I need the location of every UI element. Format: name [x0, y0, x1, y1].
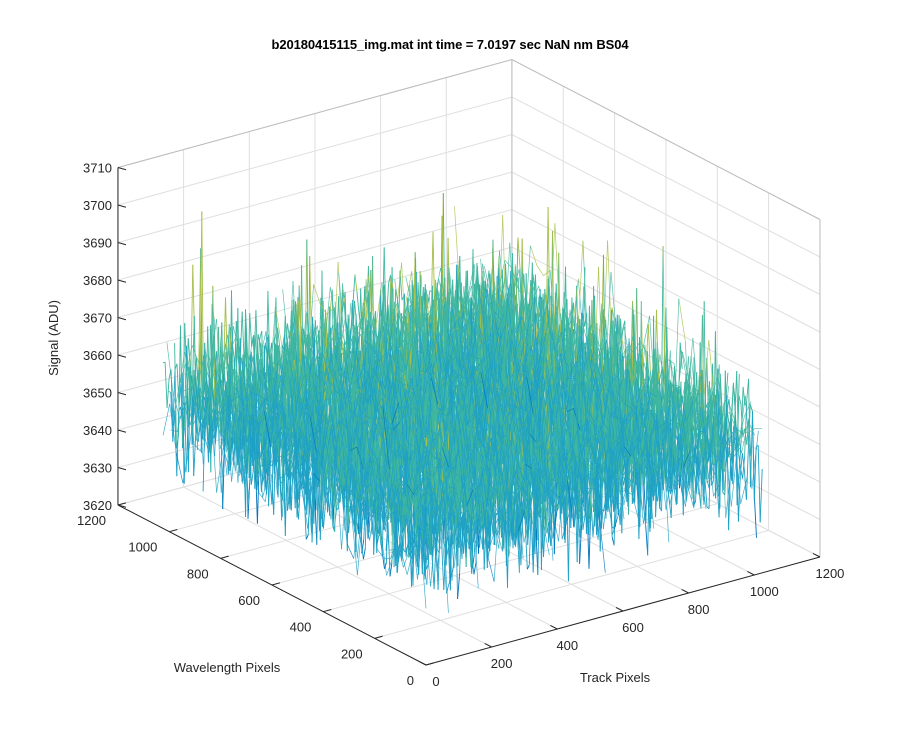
surface-segment — [357, 291, 359, 312]
surface-segment — [518, 238, 520, 268]
surface-segment — [355, 274, 357, 291]
surface-segment — [353, 274, 355, 303]
surface-segment — [225, 368, 227, 369]
surface-segment — [169, 391, 171, 392]
surface-segment — [165, 362, 167, 408]
chart-title: b20180415115_img.mat int time = 7.0197 s… — [0, 37, 900, 52]
surface-segment — [251, 471, 253, 484]
surface-segment — [167, 378, 169, 408]
surface-segment — [191, 265, 193, 380]
